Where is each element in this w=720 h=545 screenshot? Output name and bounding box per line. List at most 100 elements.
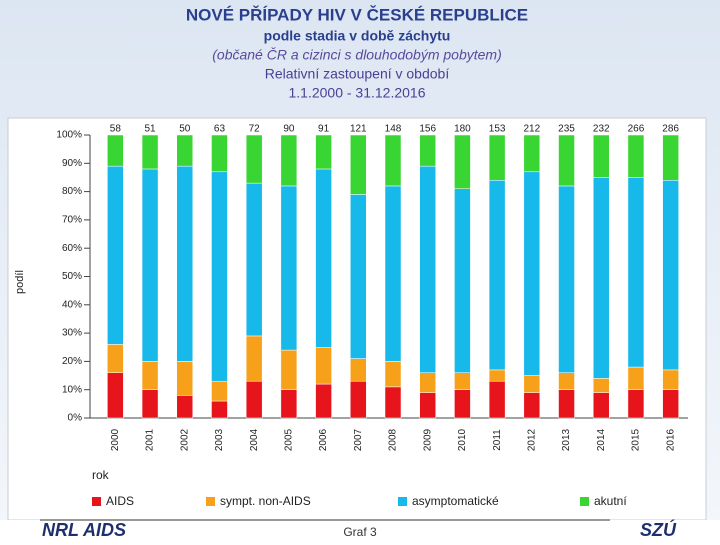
total-label: 121 [350, 124, 367, 135]
legend-swatch [398, 497, 407, 506]
bar-segment [419, 372, 436, 393]
bar-segment [627, 134, 645, 178]
bar-segment [280, 185, 298, 351]
chart-title: NOVÉ PŘÍPADY HIV V ČESKÉ REPUBLICE [186, 5, 528, 24]
total-label: 51 [144, 124, 156, 135]
bar-segment [245, 182, 263, 337]
bar-segment [315, 347, 332, 385]
bar-segment [141, 134, 159, 170]
bar-segment [419, 134, 436, 167]
note: (občané ČR a cizinci s dlouhodobým pobyt… [212, 47, 501, 63]
logo-left: NRL AIDS [42, 520, 126, 540]
bar-segment [141, 389, 159, 419]
bar-segment [280, 349, 298, 390]
bar-segment [315, 383, 332, 419]
bar-segment [384, 386, 402, 419]
bar-segment [488, 180, 506, 371]
bar-segment [107, 372, 124, 419]
subtitle: podle stadia v době záchytu [264, 28, 451, 44]
legend-swatch [206, 497, 215, 506]
total-label: 180 [454, 124, 471, 135]
bar-segment [384, 134, 402, 187]
bar-segment [211, 134, 228, 173]
total-label: 266 [628, 124, 645, 135]
x-tick-label: 2014 [596, 428, 607, 451]
x-tick-label: 2008 [388, 428, 399, 451]
bar-segment [350, 134, 367, 195]
legend-swatch [580, 497, 589, 506]
bar-segment [419, 165, 436, 373]
y-tick-label: 0% [68, 413, 83, 424]
bar-segment [592, 392, 610, 419]
x-tick-label: 2011 [492, 429, 503, 451]
total-label: 232 [593, 124, 610, 135]
caption: Relativní zastoupení v období [265, 66, 450, 82]
y-tick-label: 20% [62, 356, 82, 367]
total-label: 72 [249, 124, 261, 135]
bar-segment [107, 165, 124, 345]
y-tick-label: 40% [62, 299, 82, 310]
legend-swatch [92, 497, 101, 506]
y-tick-label: 90% [62, 158, 82, 169]
x-axis-label: rok [92, 468, 110, 482]
x-tick-label: 2006 [318, 428, 329, 451]
bar-segment [245, 380, 263, 419]
total-label: 63 [214, 124, 226, 135]
bar-segment [488, 369, 506, 382]
bar-segment [488, 380, 506, 419]
y-tick-label: 60% [62, 243, 82, 254]
bar-segment [558, 372, 575, 390]
y-tick-label: 70% [62, 215, 82, 226]
total-label: 58 [110, 124, 122, 135]
bar-segment [350, 358, 367, 382]
logo-right: SZÚ [640, 519, 677, 540]
bar-segment [662, 389, 679, 419]
bar-segment [454, 372, 471, 390]
y-tick-label: 30% [62, 328, 82, 339]
total-label: 90 [283, 124, 295, 135]
bar-segment [454, 389, 471, 419]
bar-segment [280, 134, 298, 187]
legend-label: akutní [594, 494, 627, 508]
y-tick-label: 80% [62, 186, 82, 197]
bar-segment [384, 185, 402, 362]
total-label: 153 [489, 124, 506, 135]
total-label: 235 [558, 124, 575, 135]
bar-segment [211, 400, 228, 419]
x-tick-label: 2000 [110, 428, 121, 451]
total-label: 148 [385, 124, 402, 135]
x-tick-label: 2005 [284, 428, 295, 451]
x-tick-label: 2015 [631, 428, 642, 451]
total-label: 50 [179, 124, 191, 135]
bar-segment [315, 168, 332, 348]
y-axis-label: podíl [14, 270, 26, 294]
x-tick-label: 2016 [665, 428, 676, 451]
total-label: 286 [662, 124, 679, 135]
bar-segment [627, 366, 645, 390]
bar-segment [280, 389, 298, 419]
bar-segment [176, 134, 194, 167]
x-tick-label: 2012 [526, 428, 537, 451]
y-tick-label: 50% [62, 271, 82, 282]
bar-segment [592, 134, 610, 178]
bar-segment [662, 369, 679, 390]
x-tick-label: 2007 [353, 428, 364, 451]
bar-segment [245, 335, 263, 382]
total-label: 212 [523, 124, 540, 135]
bar-segment [662, 134, 679, 181]
y-tick-label: 100% [56, 130, 82, 141]
bar-segment [558, 389, 575, 419]
x-tick-label: 2013 [561, 428, 572, 451]
bar-segment [350, 380, 367, 419]
bar-segment [141, 361, 159, 390]
x-tick-label: 2003 [214, 428, 225, 451]
x-tick-label: 2002 [179, 428, 190, 451]
x-tick-label: 2009 [422, 428, 433, 451]
total-label: 91 [318, 124, 330, 135]
bar-segment [107, 134, 124, 167]
bar-segment [176, 361, 194, 396]
bar-segment [627, 177, 645, 368]
bar-segment [211, 171, 228, 382]
bar-segment [454, 188, 471, 373]
